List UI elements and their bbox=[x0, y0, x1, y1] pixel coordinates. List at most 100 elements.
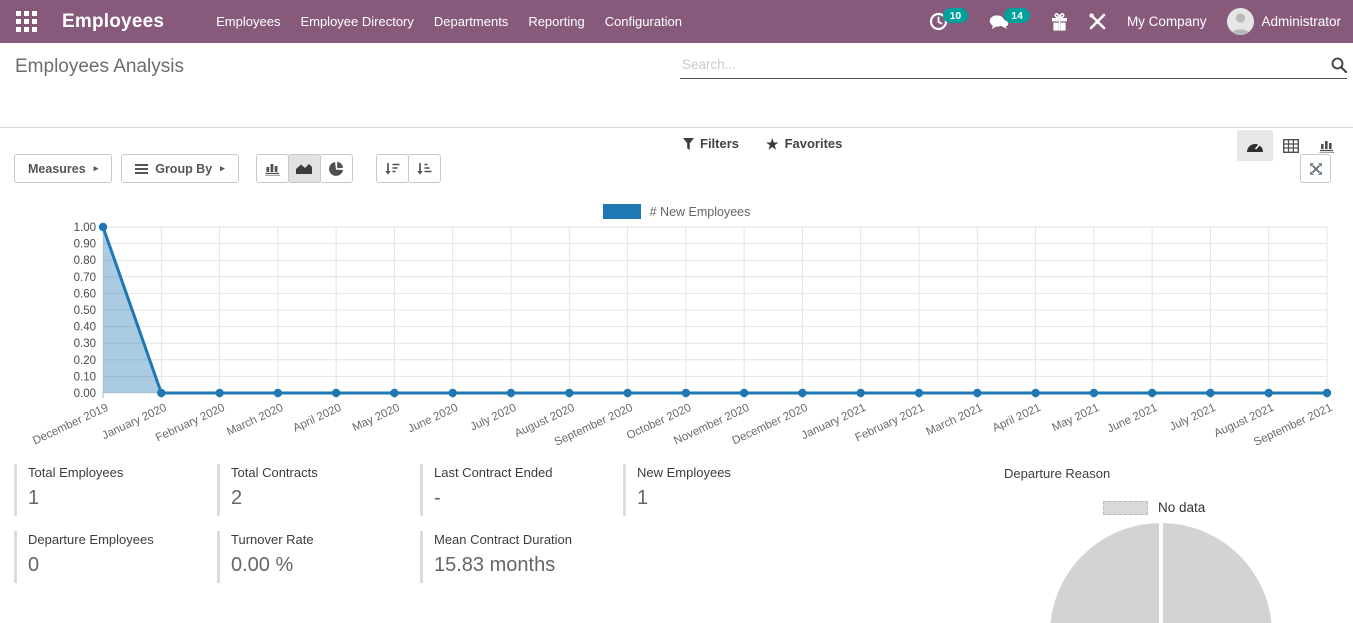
svg-text:May 2020: May 2020 bbox=[351, 402, 402, 434]
activities-button[interactable]: 10 bbox=[929, 12, 969, 31]
stat-label: New Employees bbox=[637, 465, 818, 480]
stat-label: Total Contracts bbox=[231, 465, 412, 480]
no-data-swatch bbox=[1103, 501, 1148, 515]
svg-text:June 2021: June 2021 bbox=[1106, 402, 1160, 436]
no-data-label: No data bbox=[1158, 500, 1205, 515]
favorites-label: Favorites bbox=[785, 136, 843, 151]
svg-text:0.80: 0.80 bbox=[74, 255, 96, 267]
avatar[interactable] bbox=[1227, 8, 1254, 35]
bar-chart-icon bbox=[1319, 138, 1335, 153]
favorites-button[interactable]: ★ Favorites bbox=[766, 136, 842, 151]
stat-value: - bbox=[434, 487, 615, 510]
apps-menu-icon[interactable] bbox=[16, 11, 37, 32]
stat-departure-employees: Departure Employees 0 bbox=[14, 531, 217, 583]
pie-chart-icon bbox=[328, 161, 344, 177]
user-menu[interactable]: Administrator bbox=[1261, 14, 1341, 29]
tachometer-icon bbox=[1246, 139, 1264, 153]
area-chart-icon bbox=[295, 162, 313, 175]
menu-employees[interactable]: Employees bbox=[216, 2, 280, 41]
filters-button[interactable]: Filters bbox=[683, 136, 739, 151]
filters-label: Filters bbox=[700, 136, 739, 151]
pie-chart-mode-button[interactable] bbox=[320, 154, 353, 183]
svg-text:May 2021: May 2021 bbox=[1050, 402, 1101, 434]
svg-text:0.90: 0.90 bbox=[74, 239, 96, 251]
main-menu: Employees Employee Directory Departments… bbox=[216, 2, 682, 41]
view-switcher bbox=[1237, 130, 1345, 161]
app-name: Employees bbox=[62, 11, 164, 33]
caret-right-icon: ▸ bbox=[220, 163, 225, 174]
stat-value: 2 bbox=[231, 487, 412, 510]
stat-label: Total Employees bbox=[28, 465, 209, 480]
stat-label: Last Contract Ended bbox=[434, 465, 615, 480]
svg-text:0.70: 0.70 bbox=[74, 272, 96, 284]
chart-type-group bbox=[256, 154, 353, 183]
messages-count-badge: 14 bbox=[1004, 8, 1030, 23]
sort-descending-button[interactable] bbox=[376, 154, 409, 183]
svg-text:March 2020: March 2020 bbox=[225, 402, 285, 439]
sort-desc-icon bbox=[384, 162, 400, 176]
svg-text:0.30: 0.30 bbox=[74, 338, 96, 350]
stat-value: 15.83 months bbox=[434, 554, 615, 577]
stat-total-contracts: Total Contracts 2 bbox=[217, 464, 420, 516]
activities-count-badge: 10 bbox=[943, 8, 969, 23]
stat-turnover-rate: Turnover Rate 0.00 % bbox=[217, 531, 420, 583]
company-switcher[interactable]: My Company bbox=[1127, 14, 1207, 29]
sort-asc-icon bbox=[416, 162, 432, 176]
line-chart-mode-button[interactable] bbox=[288, 154, 321, 183]
departure-reason-label: Departure Reason bbox=[1004, 466, 1334, 481]
top-navbar: Employees Employees Employee Directory D… bbox=[0, 0, 1353, 43]
search-bar bbox=[680, 54, 1347, 79]
control-panel: Employees Analysis Filters ★ Favorites bbox=[0, 43, 1353, 128]
svg-text:April 2020: April 2020 bbox=[291, 402, 343, 435]
sort-group bbox=[376, 154, 441, 183]
measures-label: Measures bbox=[28, 162, 86, 176]
dashboard-stats: Total Employees 1 Total Contracts 2 Last… bbox=[0, 464, 1353, 623]
stat-last-contract-ended: Last Contract Ended - bbox=[420, 464, 623, 516]
svg-text:July 2020: July 2020 bbox=[469, 402, 519, 434]
stat-value: 0.00 % bbox=[231, 554, 412, 577]
measures-button[interactable]: Measures ▸ bbox=[14, 154, 112, 183]
svg-text:0.10: 0.10 bbox=[74, 371, 96, 383]
caret-right-icon: ▸ bbox=[94, 163, 99, 174]
gift-icon[interactable] bbox=[1051, 13, 1068, 31]
star-icon: ★ bbox=[766, 137, 779, 151]
stat-value: 1 bbox=[28, 487, 209, 510]
svg-text:0.40: 0.40 bbox=[74, 322, 96, 334]
search-icon[interactable] bbox=[1331, 57, 1347, 73]
svg-text:June 2020: June 2020 bbox=[406, 402, 460, 436]
group-by-icon bbox=[135, 162, 148, 176]
svg-text:December 2019: December 2019 bbox=[31, 402, 110, 447]
menu-configuration[interactable]: Configuration bbox=[605, 2, 682, 41]
legend-swatch bbox=[603, 204, 641, 219]
menu-reporting[interactable]: Reporting bbox=[528, 2, 584, 41]
svg-text:0.00: 0.00 bbox=[74, 388, 96, 400]
legend-label: # New Employees bbox=[650, 205, 751, 219]
stat-label: Mean Contract Duration bbox=[434, 532, 615, 547]
messages-button[interactable]: 14 bbox=[989, 13, 1030, 31]
graph-view-button[interactable] bbox=[1309, 130, 1345, 161]
group-by-button[interactable]: Group By ▸ bbox=[121, 154, 238, 183]
svg-text:July 2021: July 2021 bbox=[1168, 402, 1218, 434]
expand-arrows-icon bbox=[1309, 162, 1323, 176]
filter-icon bbox=[683, 138, 694, 150]
svg-text:0.20: 0.20 bbox=[74, 355, 96, 367]
menu-departments[interactable]: Departments bbox=[434, 2, 508, 41]
dashboard-view-button[interactable] bbox=[1237, 130, 1273, 161]
search-input[interactable] bbox=[680, 54, 1347, 79]
new-employees-chart[interactable]: 0.000.100.200.300.400.500.600.700.800.90… bbox=[0, 219, 1353, 453]
graph-toolbar: Measures ▸ Group By ▸ bbox=[14, 154, 1331, 183]
bar-chart-mode-button[interactable] bbox=[256, 154, 289, 183]
page-title: Employees Analysis bbox=[15, 56, 184, 78]
group-by-label: Group By bbox=[155, 162, 212, 176]
svg-text:0.60: 0.60 bbox=[74, 288, 96, 300]
stat-label: Turnover Rate bbox=[231, 532, 412, 547]
chart-legend: # New Employees bbox=[0, 204, 1353, 219]
stat-mean-contract-duration: Mean Contract Duration 15.83 months bbox=[420, 531, 623, 583]
tools-icon[interactable] bbox=[1089, 13, 1106, 30]
table-grid-icon bbox=[1283, 139, 1299, 153]
stat-total-employees: Total Employees 1 bbox=[14, 464, 217, 516]
pivot-view-button[interactable] bbox=[1273, 130, 1309, 161]
sort-ascending-button[interactable] bbox=[408, 154, 441, 183]
departure-reason-widget: Departure Reason No data bbox=[1004, 466, 1334, 481]
menu-employee-directory[interactable]: Employee Directory bbox=[300, 2, 413, 41]
